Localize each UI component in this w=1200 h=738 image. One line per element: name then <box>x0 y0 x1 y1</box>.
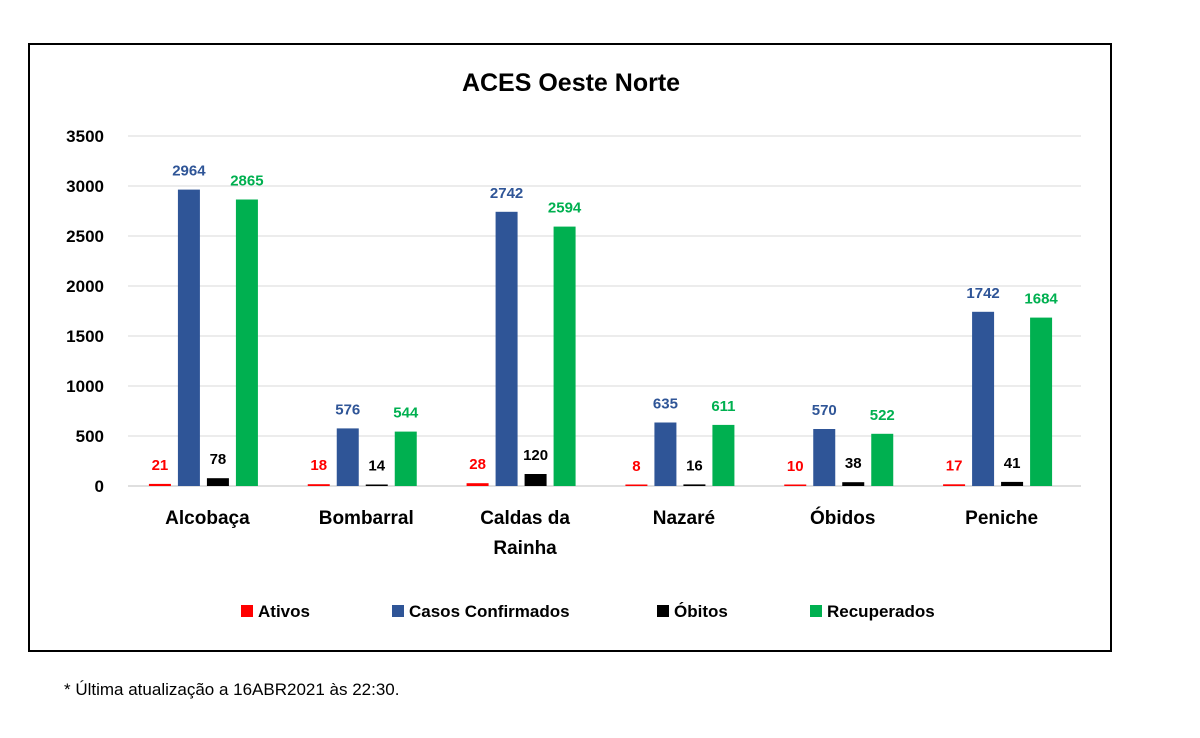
y-tick-label: 3000 <box>66 177 104 196</box>
data-label: 2964 <box>172 163 206 180</box>
data-label: 38 <box>845 455 862 472</box>
x-tick-label: Alcobaça <box>165 508 250 529</box>
data-label: 635 <box>653 396 678 413</box>
bar-casos-confirmados <box>177 189 200 486</box>
data-label: 78 <box>210 451 227 468</box>
data-label: 41 <box>1004 455 1021 472</box>
data-label: 611 <box>711 398 735 415</box>
bar-casos-confirmados <box>813 429 836 486</box>
bar-casos-confirmados <box>495 211 518 487</box>
bar-óbitos <box>683 484 706 486</box>
data-label: 17 <box>946 457 963 474</box>
x-tick-label: Bombarral <box>319 508 414 529</box>
legend-swatch <box>392 605 404 617</box>
bar-ativos <box>625 484 648 486</box>
bar-casos-confirmados <box>654 422 677 486</box>
bar-óbitos <box>524 474 547 486</box>
footnote: * Última atualização a 16ABR2021 às 22:3… <box>64 680 400 699</box>
legend-swatch <box>657 605 669 617</box>
x-tick-label: Óbidos <box>810 507 875 529</box>
bar-recuperados <box>394 431 417 486</box>
y-tick-label: 2500 <box>66 227 104 246</box>
bar-ativos <box>943 484 966 486</box>
bar-óbitos <box>1001 481 1024 486</box>
data-label: 10 <box>787 458 804 475</box>
legend-swatch <box>810 605 822 617</box>
y-tick-label: 0 <box>95 477 104 496</box>
legend-label: Óbitos <box>674 602 728 621</box>
bar-recuperados <box>235 199 258 486</box>
x-tick-label: Rainha <box>493 538 557 559</box>
y-tick-label: 1500 <box>66 327 104 346</box>
data-label: 21 <box>152 457 169 474</box>
data-label: 522 <box>870 407 895 424</box>
bar-recuperados <box>553 226 576 486</box>
data-label: 2865 <box>230 173 263 190</box>
y-tick-label: 3500 <box>66 127 104 146</box>
y-tick-label: 500 <box>76 427 104 446</box>
data-label: 2742 <box>490 185 523 202</box>
data-label: 28 <box>469 456 486 473</box>
data-label: 120 <box>523 447 548 464</box>
bar-ativos <box>307 484 330 486</box>
data-label: 14 <box>368 458 385 475</box>
y-tick-label: 2000 <box>66 277 104 296</box>
x-tick-label: Caldas da <box>480 508 570 529</box>
data-label: 1742 <box>966 285 999 302</box>
bar-casos-confirmados <box>972 311 995 486</box>
bar-recuperados <box>712 424 735 486</box>
data-label: 16 <box>686 457 703 474</box>
bar-ativos <box>148 483 171 486</box>
bar-ativos <box>466 483 489 486</box>
legend-label: Ativos <box>258 602 310 621</box>
bar-recuperados <box>871 433 894 486</box>
legend-swatch <box>241 605 253 617</box>
data-label: 2594 <box>548 200 582 217</box>
bar-casos-confirmados <box>336 428 359 486</box>
x-tick-label: Peniche <box>965 508 1038 529</box>
bar-óbitos <box>206 478 229 486</box>
bar-óbitos <box>365 484 388 486</box>
data-label: 8 <box>632 458 640 475</box>
data-label: 570 <box>812 402 837 419</box>
data-label: 1684 <box>1024 291 1058 308</box>
chart-title: ACES Oeste Norte <box>462 69 680 97</box>
y-tick-label: 1000 <box>66 377 104 396</box>
data-label: 18 <box>310 457 327 474</box>
bar-óbitos <box>842 482 865 486</box>
legend-label: Casos Confirmados <box>409 602 570 621</box>
bar-ativos <box>784 484 807 486</box>
data-label: 576 <box>335 401 360 418</box>
bar-recuperados <box>1030 317 1053 486</box>
x-tick-label: Nazaré <box>653 508 715 529</box>
legend-label: Recuperados <box>827 602 935 621</box>
data-label: 544 <box>393 405 419 422</box>
